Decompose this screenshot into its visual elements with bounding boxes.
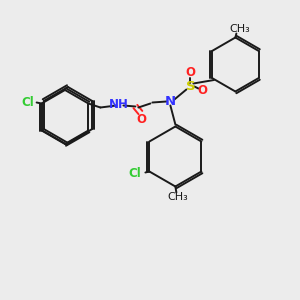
Text: Cl: Cl	[22, 96, 34, 109]
Text: O: O	[197, 84, 207, 97]
Text: S: S	[186, 80, 195, 93]
Text: NH: NH	[108, 98, 128, 111]
Text: N: N	[165, 95, 176, 108]
Text: Cl: Cl	[129, 167, 141, 180]
Text: CH₃: CH₃	[167, 191, 188, 202]
Text: O: O	[136, 113, 146, 126]
Text: CH₃: CH₃	[229, 25, 250, 34]
Text: O: O	[185, 66, 195, 79]
